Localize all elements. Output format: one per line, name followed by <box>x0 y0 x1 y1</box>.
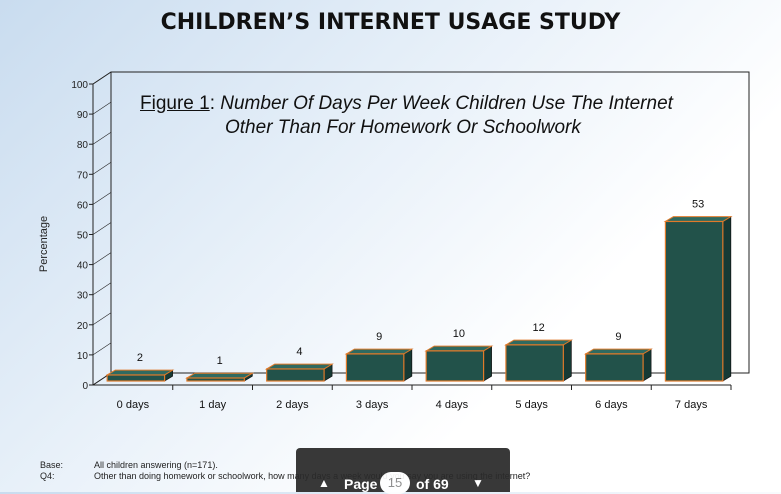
y-tick-diagonal <box>92 162 112 175</box>
bar-value-label: 9 <box>615 331 621 343</box>
y-tick-diagonal <box>92 312 112 326</box>
bar-top <box>504 339 574 346</box>
bar <box>585 353 644 382</box>
bar <box>345 353 405 382</box>
question-key: Q4: <box>40 471 55 481</box>
y-tick-diagonal <box>92 101 112 115</box>
figure-label: Figure 1 <box>140 93 210 114</box>
x-tick-label: 3 days <box>356 399 389 411</box>
y-tick-diagonal <box>92 342 112 356</box>
x-tick-label: 2 days <box>276 399 309 411</box>
x-tick-label: 1 day <box>199 399 226 411</box>
bar-side <box>642 348 652 382</box>
chart-back-wall <box>110 71 750 374</box>
bar-top <box>583 348 653 355</box>
y-tick-label: 0 <box>82 381 88 392</box>
bar <box>186 377 245 382</box>
y-tick-label: 20 <box>77 321 89 332</box>
bar-value-label: 1 <box>217 355 223 367</box>
bar-top <box>264 363 334 370</box>
y-tick-label: 100 <box>71 80 88 91</box>
figure-title-line1: Number Of Days Per Week Children Use The… <box>220 93 673 114</box>
y-tick-diagonal <box>92 252 112 265</box>
x-tick-label: 0 days <box>117 399 150 411</box>
bar-side <box>562 339 572 382</box>
bar-value-label: 53 <box>692 198 704 210</box>
previous-page-icon[interactable]: ▲ <box>318 476 330 490</box>
page-title: CHILDREN’S INTERNET USAGE STUDY <box>160 10 621 35</box>
y-tick-label: 60 <box>77 200 89 211</box>
bar <box>266 368 325 382</box>
bar <box>425 350 485 382</box>
y-tick-label: 80 <box>77 140 89 151</box>
y-tick-label: 30 <box>77 291 89 302</box>
bar-top <box>424 345 494 352</box>
bar-side <box>483 345 492 382</box>
page-label: Page <box>344 476 378 492</box>
x-tick-label: 4 days <box>436 399 469 411</box>
figure-title-line2: Other Than For Homework Or Schoolwork <box>225 117 581 138</box>
bar-value-label: 10 <box>453 328 465 340</box>
bar-value-label: 4 <box>296 346 302 358</box>
page-navigator: ▲ Page 15 of 69 ▼ <box>296 448 510 494</box>
y-tick-label: 90 <box>77 110 89 121</box>
bar <box>664 220 724 382</box>
bar <box>505 344 564 382</box>
y-tick-label: 70 <box>77 170 89 181</box>
y-tick-diagonal <box>92 192 112 205</box>
x-tick-label: 5 days <box>515 399 548 411</box>
y-tick-label: 50 <box>77 231 89 242</box>
bar-value-label: 2 <box>137 352 143 364</box>
bar-top <box>663 216 733 222</box>
x-tick-label: 6 days <box>595 399 628 411</box>
y-tick-diagonal <box>92 282 112 295</box>
page-number-input[interactable]: 15 <box>380 472 410 494</box>
bar-value-label: 12 <box>533 322 545 334</box>
y-tick-label: 10 <box>77 351 89 362</box>
x-tick-label: 7 days <box>675 399 708 411</box>
bar-top <box>185 372 255 379</box>
bar-top <box>344 348 414 355</box>
y-axis-label: Percentage <box>38 215 50 273</box>
next-page-icon[interactable]: ▼ <box>472 476 484 490</box>
bar <box>106 374 166 382</box>
bar-side <box>722 216 732 382</box>
bar-top <box>105 369 175 376</box>
y-tick-diagonal <box>92 131 112 145</box>
page-total: of 69 <box>416 476 449 492</box>
y-tick-diagonal <box>92 222 112 235</box>
y-tick-diagonal <box>92 71 112 85</box>
bar-value-label: 9 <box>376 331 382 343</box>
base-key: Base: <box>40 460 64 470</box>
figure-title: Figure 1: Number Of Days Per Week Childr… <box>140 92 680 140</box>
y-tick-label: 40 <box>77 261 89 272</box>
base-text: All children answering (n=171). <box>94 460 218 470</box>
bar-side <box>403 348 413 382</box>
